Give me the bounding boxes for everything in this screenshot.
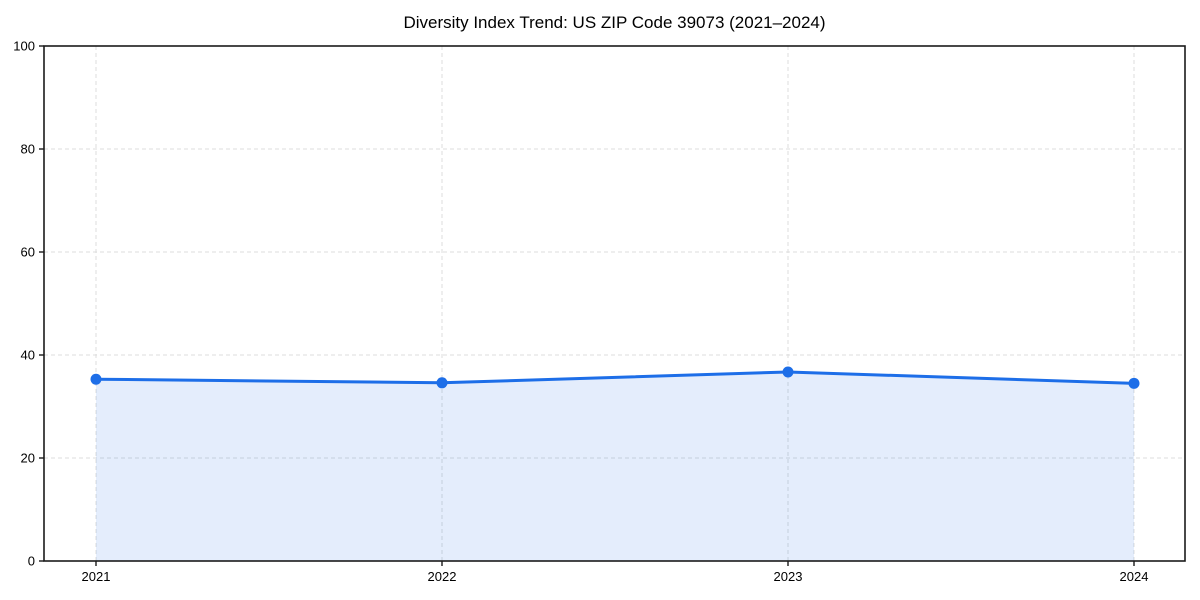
data-point-2021 bbox=[90, 373, 102, 385]
trend-line bbox=[94, 370, 1136, 385]
chart-title: Diversity Index Trend: US ZIP Code 39073… bbox=[403, 13, 826, 32]
area-fill bbox=[96, 371, 1134, 561]
y-tick-label: 100 bbox=[13, 39, 35, 54]
x-tick-label: 2021 bbox=[82, 569, 111, 584]
data-point-2023 bbox=[782, 366, 794, 378]
y-tick-label: 60 bbox=[21, 245, 35, 260]
x-tick-label: 2022 bbox=[428, 569, 457, 584]
x-tick-label: 2023 bbox=[774, 569, 803, 584]
data-point-2022 bbox=[436, 377, 448, 389]
y-tick-label: 80 bbox=[21, 142, 35, 157]
data-point-2024 bbox=[1128, 377, 1140, 389]
y-tick-label: 40 bbox=[21, 348, 35, 363]
y-tick-label: 0 bbox=[28, 554, 35, 569]
axes-spines bbox=[43, 45, 1186, 562]
y-tick-label: 20 bbox=[21, 451, 35, 466]
x-tick-label: 2024 bbox=[1120, 569, 1149, 584]
